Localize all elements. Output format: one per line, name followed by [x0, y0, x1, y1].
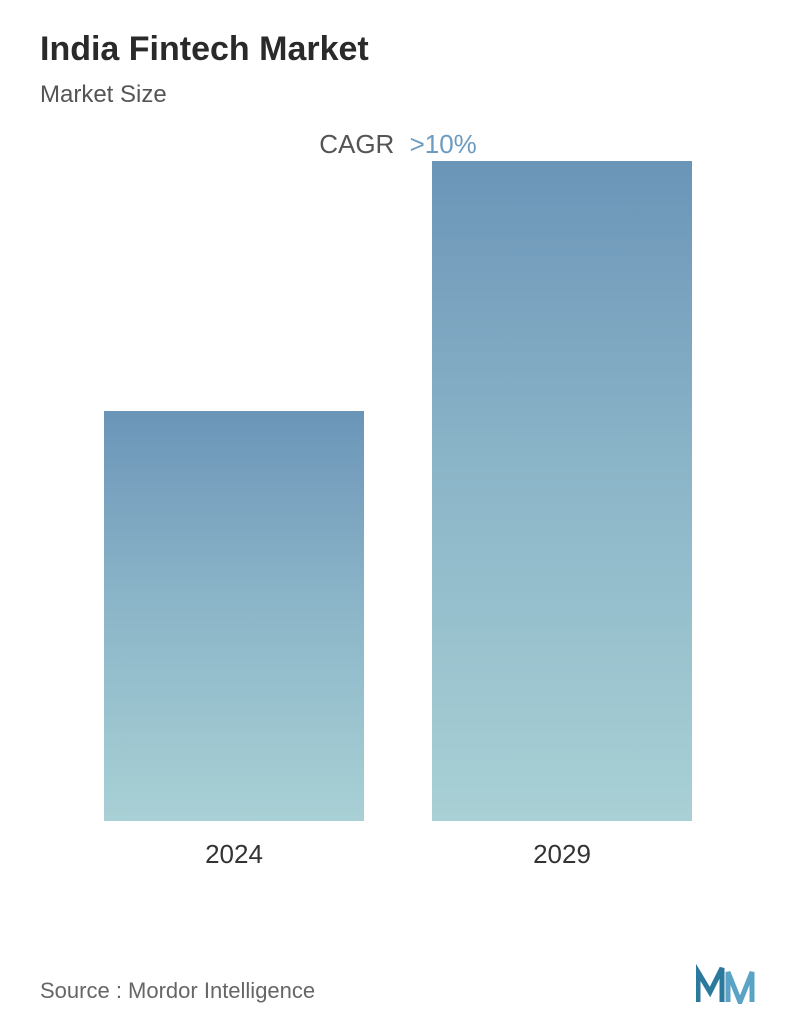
bar-2024 [104, 411, 364, 821]
bar-label-2029: 2029 [533, 839, 591, 870]
bar-group-2029: 2029 [422, 161, 702, 870]
cagr-indicator: CAGR >10% [40, 129, 756, 160]
bar-label-2024: 2024 [205, 839, 263, 870]
chart-title: India Fintech Market [40, 30, 756, 69]
bar-2029 [432, 161, 692, 821]
chart-footer: Source : Mordor Intelligence [40, 964, 756, 1004]
chart-subtitle: Market Size [40, 81, 756, 109]
bar-chart: 2024 2029 [40, 200, 756, 880]
cagr-value: >10% [410, 129, 477, 159]
bar-group-2024: 2024 [94, 411, 374, 870]
source-attribution: Source : Mordor Intelligence [40, 978, 315, 1004]
cagr-label: CAGR [319, 129, 394, 159]
brand-logo-icon [696, 964, 756, 1004]
